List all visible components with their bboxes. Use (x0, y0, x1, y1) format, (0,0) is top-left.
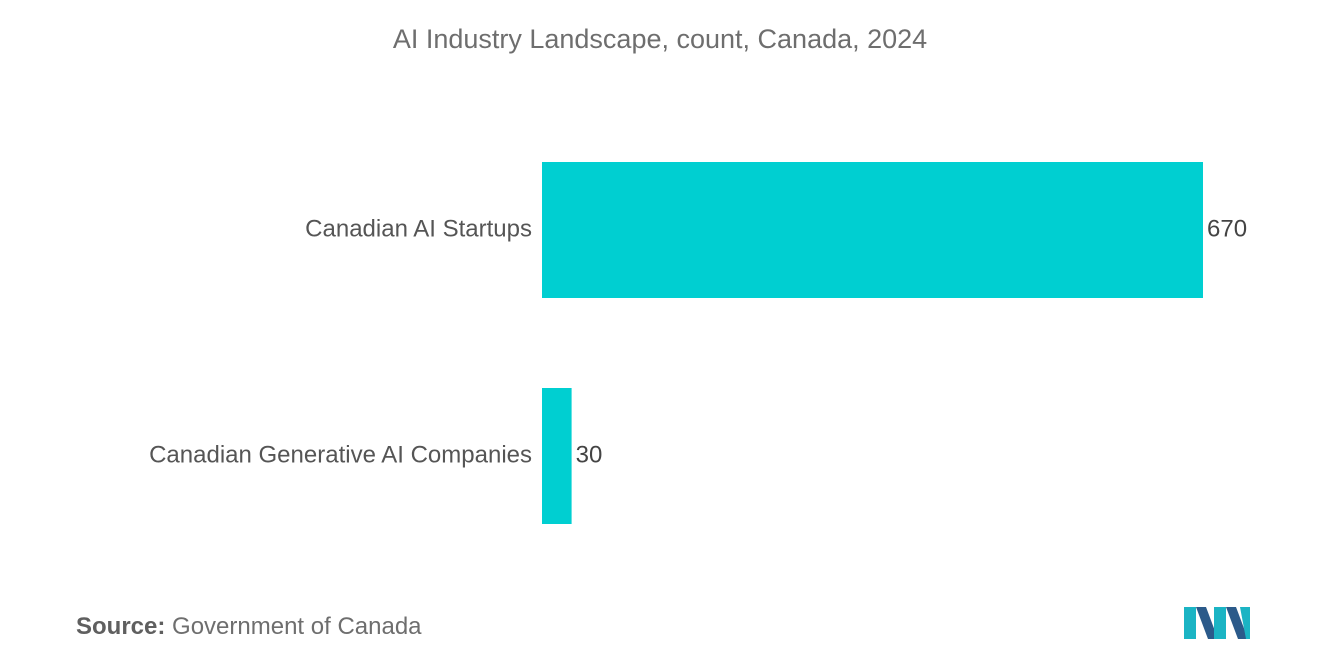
category-label-0: Canadian AI Startups (305, 215, 532, 242)
bar-0 (542, 162, 1203, 298)
source-text: Government of Canada (172, 613, 422, 640)
value-label-1: 30 (576, 441, 603, 468)
category-label-1: Canadian Generative AI Companies (149, 441, 532, 468)
mordor-intelligence-logo-icon (1184, 607, 1250, 639)
bar-1 (542, 388, 572, 524)
source-label: Source: (76, 613, 166, 640)
bar-chart: Canadian AI Startups 670 Canadian Generati… (149, 162, 1247, 524)
chart-title: AI Industry Landscape, count, Canada, 20… (392, 24, 928, 54)
source-note: Source: Government of Canada (76, 613, 422, 641)
value-label-0: 670 (1207, 215, 1247, 242)
